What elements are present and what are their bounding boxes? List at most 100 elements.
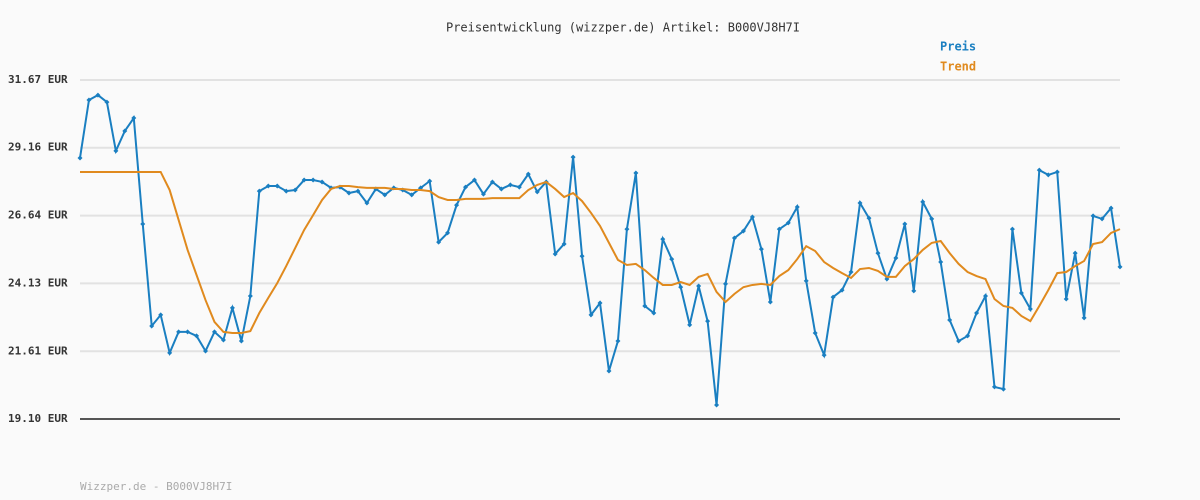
point-marker (86, 97, 92, 103)
point-marker (1081, 315, 1087, 321)
point-marker (220, 337, 226, 343)
point-marker (642, 303, 648, 309)
point-marker (785, 220, 791, 226)
point-marker (471, 177, 477, 183)
point-marker (310, 177, 316, 183)
point-marker (660, 236, 666, 242)
point-marker (113, 148, 119, 154)
point-marker (1099, 216, 1105, 222)
point-marker (498, 186, 504, 192)
point-marker (983, 293, 989, 299)
point-marker (651, 310, 657, 316)
point-marker (445, 230, 451, 236)
point-marker (947, 317, 953, 323)
point-marker (570, 154, 576, 160)
point-marker (749, 214, 755, 220)
point-marker (579, 253, 585, 259)
point-marker (382, 192, 388, 198)
point-marker (409, 192, 415, 198)
point-marker (848, 269, 854, 275)
point-marker (965, 333, 971, 339)
point-marker (1063, 296, 1069, 302)
point-marker (534, 189, 540, 195)
point-marker (696, 283, 702, 289)
point-marker (463, 184, 469, 190)
legend-label: Preis (940, 40, 976, 54)
point-marker (1000, 386, 1006, 392)
point-marker (821, 352, 827, 358)
point-marker (507, 182, 513, 188)
point-marker (1018, 290, 1024, 296)
point-marker (1027, 306, 1033, 312)
point-marker (920, 199, 926, 205)
y-tick-label: 24.13 EUR (8, 276, 68, 289)
point-marker (346, 190, 352, 196)
point-marker (740, 228, 746, 234)
point-marker (256, 188, 262, 194)
point-marker (633, 170, 639, 176)
point-marker (283, 188, 289, 194)
point-marker (615, 338, 621, 344)
point-marker (1072, 250, 1078, 256)
point-marker (436, 239, 442, 245)
chart-title: Preisentwicklung (wizzper.de) Artikel: B… (446, 21, 800, 35)
point-marker (929, 216, 935, 222)
point-marker (669, 256, 675, 262)
point-marker (552, 251, 558, 257)
point-marker (767, 299, 773, 305)
point-marker (803, 278, 809, 284)
y-tick-label: 29.16 EUR (8, 141, 68, 154)
y-tick-label: 26.64 EUR (8, 209, 68, 222)
point-marker (723, 281, 729, 287)
point-marker (95, 92, 101, 98)
y-tick-label: 31.67 EUR (8, 73, 68, 86)
point-marker (1009, 226, 1015, 232)
point-marker (454, 202, 460, 208)
point-marker (902, 221, 908, 227)
point-marker (104, 99, 110, 105)
point-marker (875, 250, 881, 256)
point-marker (480, 191, 486, 197)
point-marker (122, 128, 128, 134)
legend-label: Trend (940, 60, 976, 74)
point-marker (1108, 205, 1114, 211)
point-marker (1045, 172, 1051, 178)
point-marker (1036, 167, 1042, 173)
point-marker (1054, 169, 1060, 175)
point-marker (229, 305, 235, 311)
point-marker (731, 235, 737, 241)
point-marker (319, 179, 325, 185)
series-line (80, 170, 1121, 334)
point-marker (516, 184, 522, 190)
point-marker (758, 246, 764, 252)
point-marker (956, 338, 962, 344)
point-marker (301, 177, 307, 183)
point-marker (185, 329, 191, 335)
point-marker (140, 221, 146, 227)
point-marker (588, 312, 594, 318)
footer: Wizzper.de - B000VJ8H7I (80, 480, 232, 493)
point-marker (857, 200, 863, 206)
point-marker (211, 329, 217, 335)
point-marker (489, 179, 495, 185)
point-marker (355, 188, 361, 194)
point-marker (776, 226, 782, 232)
point-marker (149, 323, 155, 329)
point-marker (830, 294, 836, 300)
point-marker (597, 300, 603, 306)
point-marker (893, 255, 899, 261)
y-tick-label: 19.10 EUR (8, 412, 68, 425)
point-marker (176, 329, 182, 335)
point-marker (714, 402, 720, 408)
point-marker (561, 241, 567, 247)
point-marker (794, 204, 800, 210)
point-marker (274, 183, 280, 189)
point-marker (265, 183, 271, 189)
point-marker (525, 171, 531, 177)
point-marker (203, 348, 209, 354)
point-marker (1117, 264, 1123, 270)
point-marker (131, 115, 137, 121)
point-marker (866, 215, 872, 221)
